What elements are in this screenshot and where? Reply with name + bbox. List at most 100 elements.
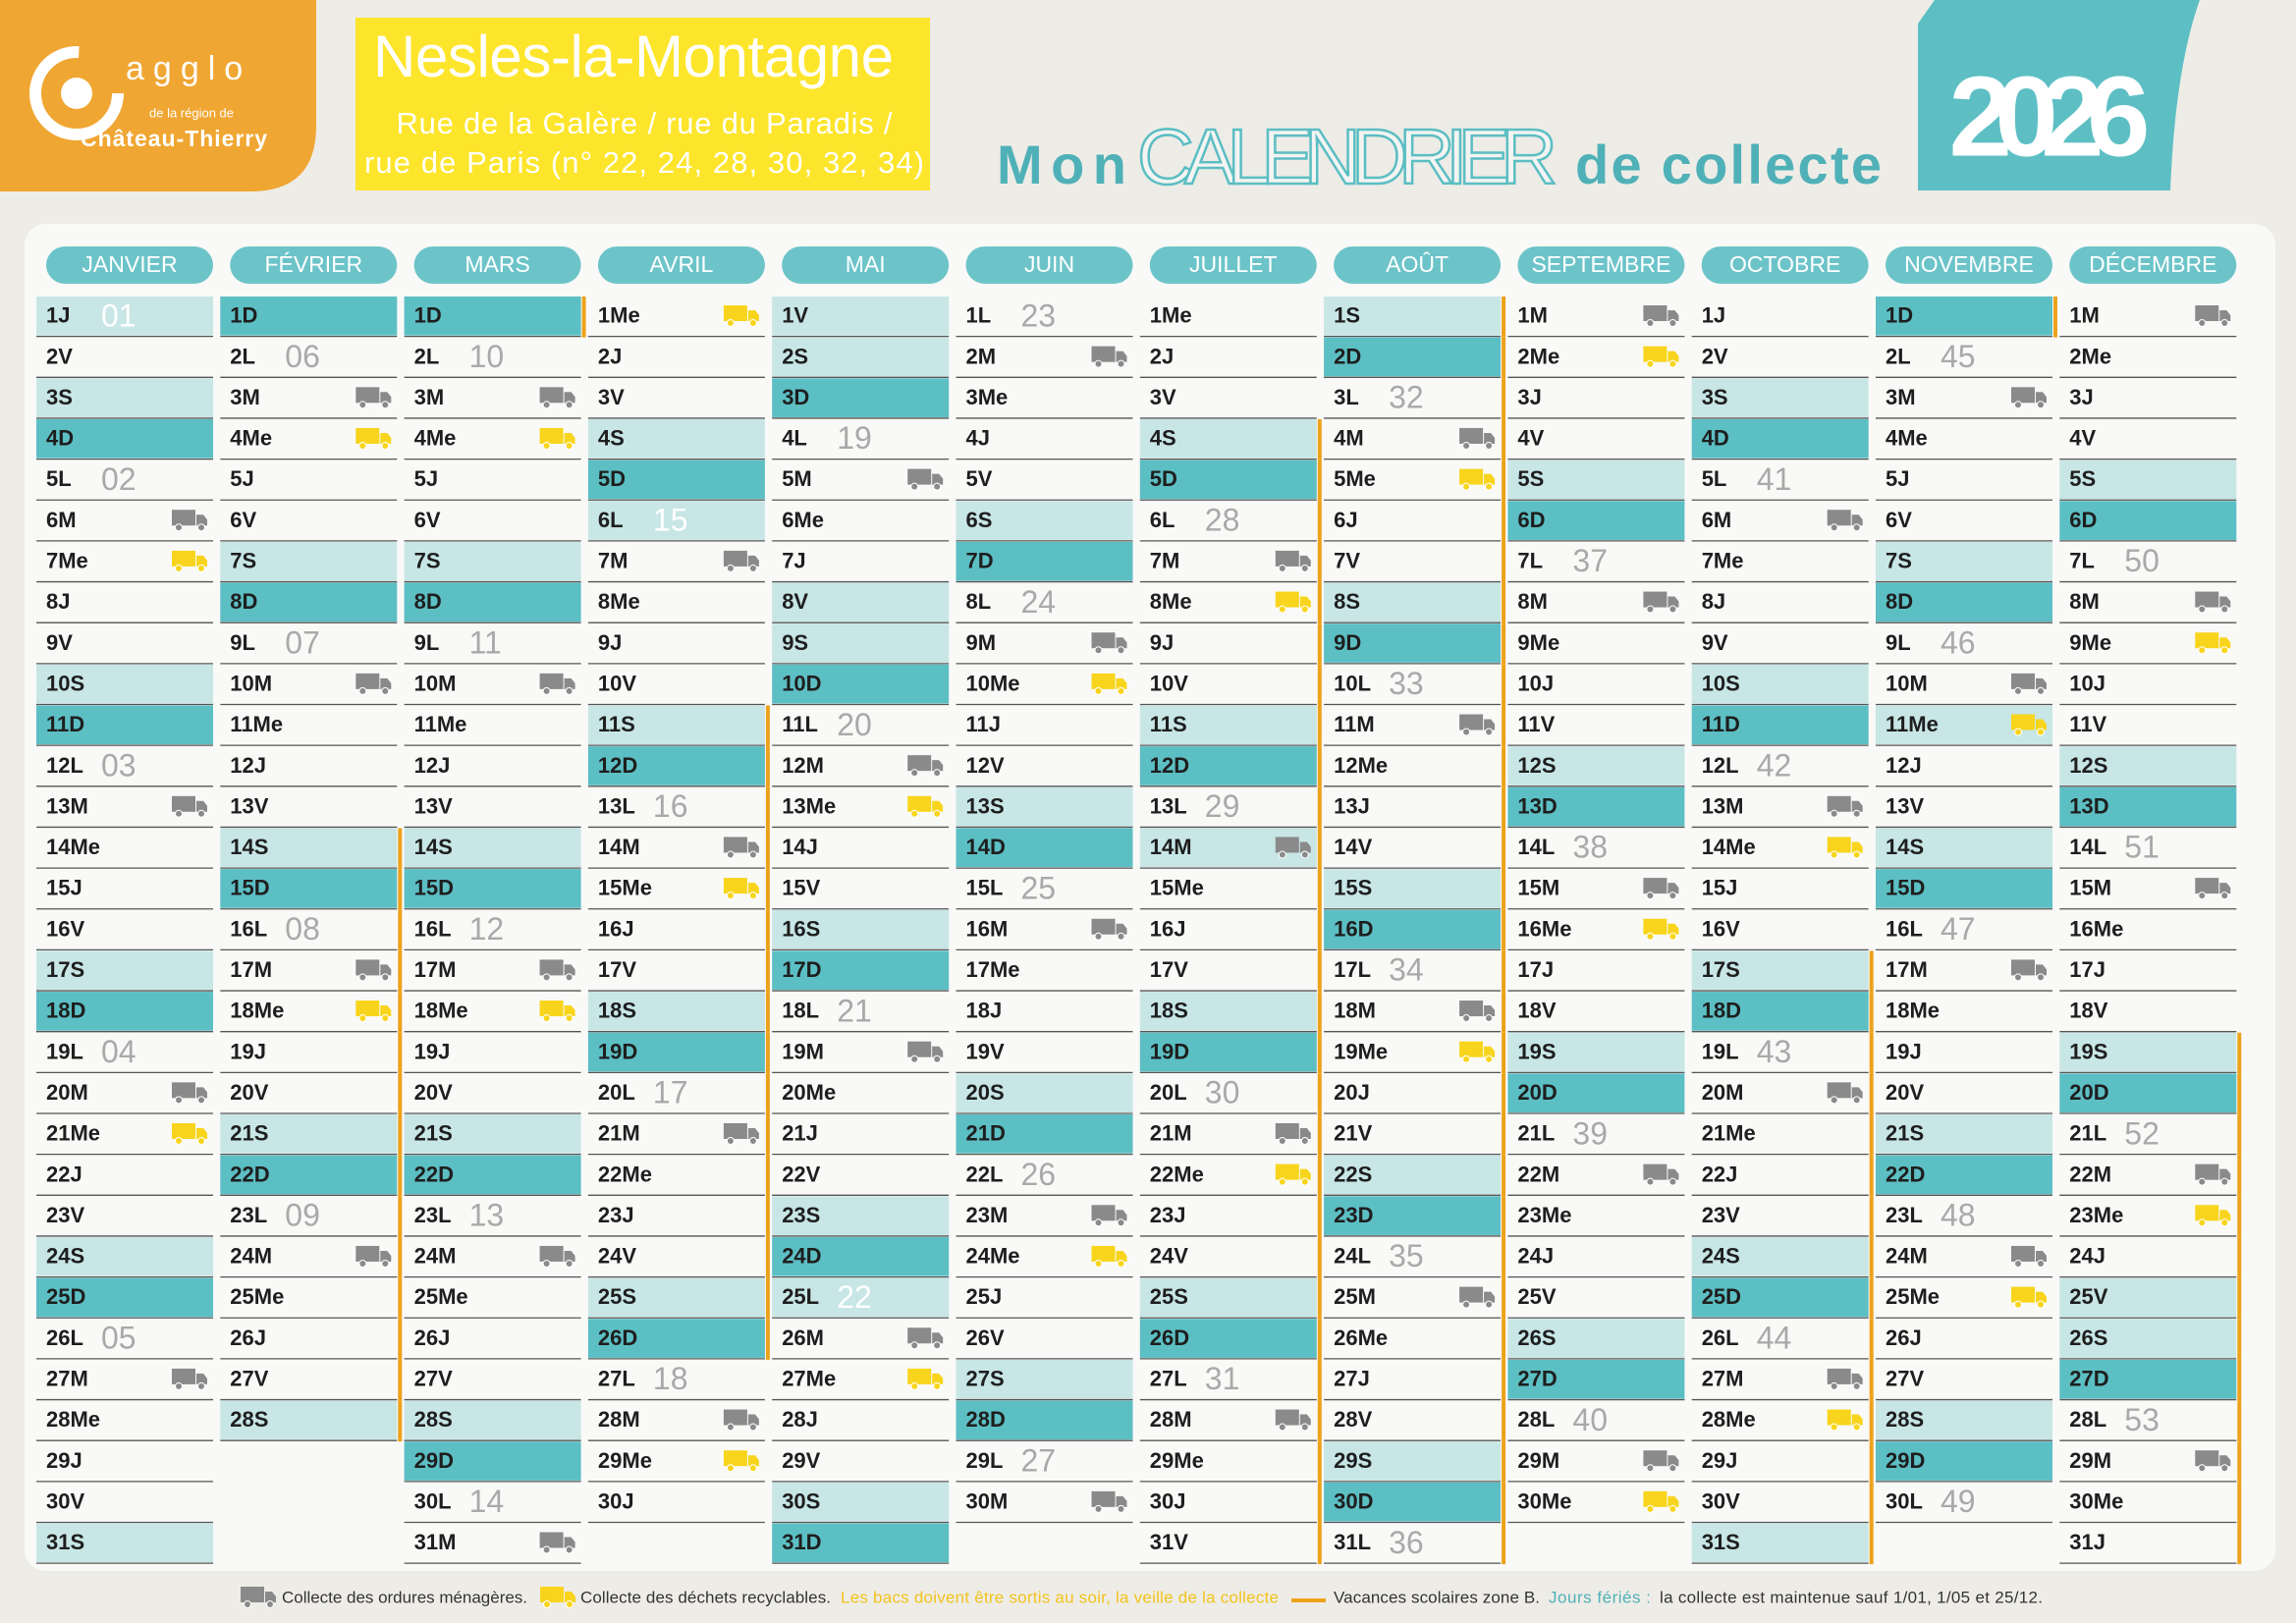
day-label: 21M — [1150, 1121, 1192, 1146]
day-shade — [1139, 1319, 1317, 1358]
truck-wheel — [726, 564, 735, 572]
truck-body — [2195, 591, 2219, 608]
day-shade — [2059, 786, 2237, 827]
day-shade — [404, 1114, 581, 1154]
truck-wheel — [748, 850, 757, 859]
week-number: 05 — [101, 1321, 137, 1356]
day-label: 13D — [2069, 793, 2108, 818]
day-shade — [404, 1400, 581, 1440]
truck-recyclables — [723, 878, 759, 900]
day-shade — [1876, 1441, 2052, 1481]
truck-wheel — [381, 973, 390, 982]
week-number: 04 — [101, 1034, 137, 1069]
truck-wheel — [542, 686, 551, 695]
day-label: 16Me — [2069, 916, 2123, 941]
day-label: 29J — [1702, 1448, 1738, 1473]
truck-wheel — [381, 1259, 390, 1268]
month-pill — [782, 246, 950, 284]
month-column: DÉCEMBRE 1M 2Me 3J 4V 5S 6D 7L 50 8M 9Me 10J 11V 12S 1… — [2059, 246, 2242, 1565]
truck-body — [2011, 673, 2035, 689]
truck-wheel — [1094, 646, 1103, 655]
day-label: 29M — [1517, 1448, 1559, 1473]
truck-ordures — [2011, 1245, 2047, 1268]
truck-cab — [1851, 1414, 1863, 1426]
week-number: 47 — [1941, 911, 1976, 947]
truck-wheel — [1668, 319, 1677, 327]
day-label: 28L — [2069, 1407, 2106, 1432]
truck-wheel — [2037, 1259, 2045, 1268]
day-label: 29Me — [598, 1448, 652, 1473]
truck-ordures — [539, 1245, 575, 1268]
month-name: NOVEMBRE — [1904, 251, 2034, 277]
day-label: 28S — [414, 1407, 453, 1432]
day-label: 6D — [1517, 508, 1545, 532]
truck-body — [172, 1368, 195, 1384]
day-label: 28J — [782, 1407, 818, 1432]
truck-cab — [2219, 1210, 2231, 1221]
day-shade — [587, 460, 765, 500]
day-label: 8D — [230, 589, 257, 614]
day-label: 2M — [966, 344, 997, 368]
day-label: 18S — [1150, 999, 1188, 1023]
day-label: 27J — [1334, 1367, 1370, 1391]
truck-wheel — [244, 1600, 251, 1608]
day-label: 17J — [2069, 957, 2105, 982]
truck-body — [907, 755, 932, 772]
truck-wheel — [1852, 1096, 1861, 1105]
day-shade — [404, 869, 581, 908]
day-label: 3S — [1702, 385, 1728, 409]
truck-wheel — [726, 850, 735, 859]
day-label: 29V — [782, 1448, 820, 1473]
day-label: 23L — [1886, 1203, 1923, 1227]
truck-cab — [2219, 883, 2231, 894]
truck-wheel — [1485, 1014, 1494, 1023]
day-label: 14J — [782, 835, 818, 859]
day-label: 11S — [598, 712, 635, 736]
week-number: 07 — [285, 624, 320, 660]
day-shade — [220, 297, 398, 336]
truck-recyclables — [355, 1001, 392, 1023]
week-number: 17 — [653, 1075, 688, 1110]
day-label: 7L — [1517, 549, 1543, 573]
day-label: 28Me — [1702, 1407, 1756, 1432]
truck-wheel — [1830, 523, 1838, 532]
day-shade — [1691, 378, 1869, 417]
day-label: 23M — [966, 1203, 1009, 1227]
logo-line2: Château-Thierry — [81, 126, 267, 151]
day-label: 28L — [1517, 1407, 1555, 1432]
truck-ordures — [2011, 959, 2047, 982]
day-label: 13V — [230, 793, 268, 818]
day-label: 23S — [782, 1203, 820, 1227]
day-shade — [1507, 786, 1685, 827]
truck-cab — [932, 1046, 944, 1057]
truck-wheel — [1668, 1504, 1677, 1513]
truck-cab — [1116, 351, 1127, 362]
truck-cab — [196, 555, 207, 567]
day-label: 7V — [1334, 549, 1360, 573]
day-label: 6L — [598, 508, 624, 532]
day-label: 15S — [1334, 876, 1372, 900]
truck-wheel — [175, 809, 183, 818]
day-label: 10V — [1150, 671, 1188, 695]
truck-wheel — [2198, 1218, 2207, 1227]
day-label: 6V — [230, 508, 256, 532]
day-shade — [956, 1359, 1133, 1399]
truck-ordures — [723, 837, 759, 859]
truck-ordures — [539, 673, 575, 695]
day-shade — [404, 828, 581, 868]
truck-wheel — [1300, 1137, 1309, 1145]
day-label: 26Me — [1334, 1325, 1388, 1350]
day-label: 12V — [966, 753, 1005, 778]
truck-ordures — [1091, 346, 1127, 368]
day-label: 20V — [414, 1080, 453, 1105]
truck-wheel — [2037, 1300, 2045, 1309]
day-label: 24J — [1517, 1244, 1554, 1269]
month-pill — [597, 246, 765, 284]
truck-cab — [564, 1005, 575, 1017]
truck-wheel — [175, 523, 183, 532]
week-number: 49 — [1941, 1484, 1976, 1519]
week-number: 42 — [1757, 747, 1792, 783]
day-label: 26V — [966, 1325, 1005, 1350]
day-label: 16L — [414, 916, 452, 941]
truck-ordures — [1643, 1450, 1679, 1473]
